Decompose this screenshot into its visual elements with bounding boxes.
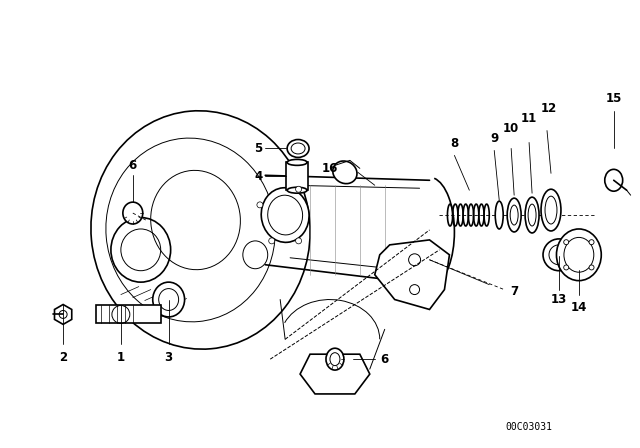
Polygon shape (300, 354, 370, 394)
Text: 1: 1 (117, 351, 125, 364)
Ellipse shape (257, 202, 263, 208)
Ellipse shape (541, 189, 561, 231)
Ellipse shape (153, 282, 184, 317)
Ellipse shape (123, 202, 143, 224)
Ellipse shape (243, 241, 268, 269)
Ellipse shape (287, 159, 307, 165)
Text: 16: 16 (322, 162, 338, 175)
Text: 3: 3 (164, 351, 173, 364)
Text: 10: 10 (503, 122, 519, 135)
Ellipse shape (333, 161, 357, 184)
Ellipse shape (111, 218, 171, 282)
Polygon shape (54, 305, 72, 324)
Text: 15: 15 (605, 92, 622, 105)
Text: 9: 9 (490, 132, 499, 145)
Text: 2: 2 (59, 351, 67, 364)
Text: 13: 13 (551, 293, 567, 306)
Ellipse shape (91, 111, 310, 349)
Text: 5: 5 (254, 142, 262, 155)
Bar (96, 306, 161, 323)
Text: 6: 6 (381, 353, 389, 366)
Text: 6: 6 (129, 159, 137, 172)
Ellipse shape (589, 265, 594, 270)
Ellipse shape (507, 198, 521, 232)
Ellipse shape (495, 201, 503, 229)
Ellipse shape (287, 139, 309, 157)
Text: 4: 4 (254, 170, 262, 183)
Ellipse shape (269, 238, 275, 244)
Ellipse shape (564, 265, 569, 270)
Ellipse shape (564, 240, 569, 245)
Ellipse shape (589, 240, 594, 245)
Text: 12: 12 (541, 102, 557, 115)
Ellipse shape (326, 348, 344, 370)
Ellipse shape (525, 197, 539, 233)
Ellipse shape (543, 239, 575, 271)
Text: 8: 8 (451, 137, 458, 150)
Ellipse shape (287, 187, 307, 193)
Ellipse shape (261, 188, 309, 242)
Text: 00C03031: 00C03031 (506, 422, 552, 432)
Ellipse shape (296, 238, 301, 244)
Ellipse shape (408, 254, 420, 266)
Polygon shape (375, 240, 449, 310)
Ellipse shape (410, 284, 420, 294)
Ellipse shape (296, 186, 301, 192)
Ellipse shape (556, 229, 601, 280)
Text: 11: 11 (521, 112, 537, 125)
Text: 14: 14 (571, 301, 587, 314)
Bar (286, 162, 308, 190)
Text: 7: 7 (510, 285, 518, 298)
Ellipse shape (605, 169, 623, 191)
